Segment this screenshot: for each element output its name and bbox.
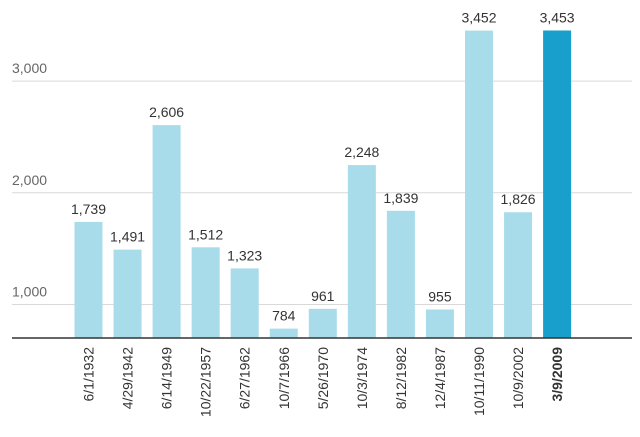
x-category-label: 4/29/1942 [120, 347, 136, 409]
bar[interactable] [308, 308, 337, 338]
data-label: 1,826 [501, 191, 536, 207]
bar[interactable] [504, 212, 533, 338]
x-category-label: 6/14/1949 [159, 347, 175, 409]
bar[interactable] [113, 249, 142, 338]
data-label: 784 [272, 308, 296, 324]
bar[interactable] [230, 268, 259, 338]
data-label: 3,452 [461, 10, 496, 26]
x-category-label: 3/9/2009 [549, 347, 565, 402]
data-label: 3,453 [540, 9, 575, 25]
x-category-label: 6/27/1962 [237, 347, 253, 409]
bar[interactable] [269, 328, 298, 338]
x-category-label: 10/9/2002 [510, 347, 526, 409]
y-axis-ticks: 1,000 2,000 3,000 [12, 60, 47, 299]
bar[interactable] [425, 309, 454, 338]
x-category-label: 5/26/1970 [315, 347, 331, 409]
x-axis-labels: 6/1/1932 4/29/1942 6/14/1949 10/22/1957 6/27… [81, 347, 566, 417]
y-tick-label: 2,000 [12, 172, 47, 188]
bar[interactable] [191, 247, 220, 338]
x-category-label: 10/3/1974 [354, 347, 370, 409]
bars [74, 30, 572, 339]
bar[interactable] [465, 30, 493, 339]
data-label: 955 [428, 289, 452, 305]
bar[interactable] [543, 30, 572, 339]
x-category-label: 10/11/1990 [471, 347, 487, 416]
bar[interactable] [74, 221, 103, 338]
data-label: 961 [311, 288, 335, 304]
data-label: 2,606 [149, 104, 184, 120]
data-label: 1,839 [383, 190, 418, 206]
bar[interactable] [152, 125, 181, 339]
x-category-label: 12/4/1987 [432, 347, 448, 409]
x-category-label: 10/22/1957 [198, 347, 214, 417]
data-label: 1,323 [227, 247, 262, 263]
x-category-label: 8/12/1982 [393, 347, 409, 409]
data-label: 1,512 [188, 226, 223, 242]
data-label: 1,739 [71, 201, 106, 217]
y-tick-label: 1,000 [12, 283, 47, 299]
x-category-label: 10/7/1966 [276, 347, 292, 409]
data-label: 1,491 [110, 229, 145, 245]
data-label: 2,248 [344, 144, 379, 160]
y-tick-label: 3,000 [12, 60, 47, 76]
x-category-label: 6/1/1932 [81, 347, 97, 402]
gridlines [12, 80, 632, 305]
bar[interactable] [386, 210, 415, 338]
bar[interactable] [347, 165, 376, 338]
